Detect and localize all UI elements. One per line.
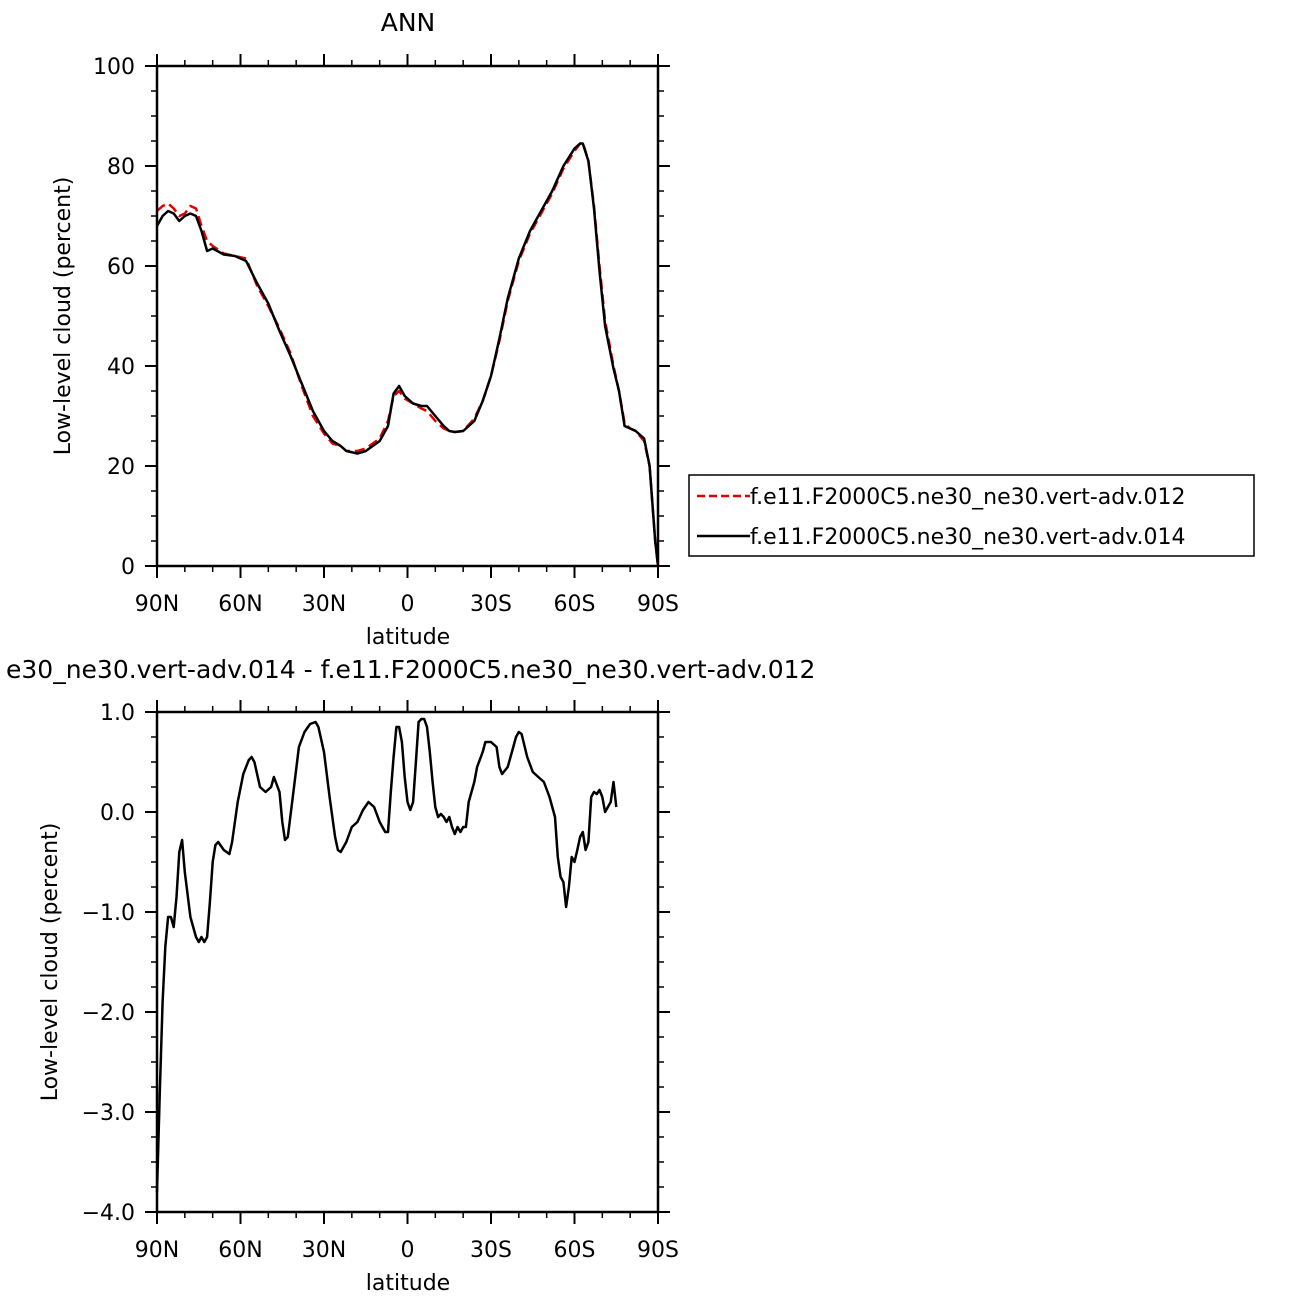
x-tick-label: 30S [470, 1238, 512, 1263]
series-line-0-1 [155, 142, 660, 567]
legend-label-012: f.e11.F2000C5.ne30_ne30.vert-adv.012 [750, 485, 1186, 510]
top-panel-ylabel: Low-level cloud (percent) [51, 177, 76, 456]
top-panel-title: ANN [381, 8, 436, 37]
y-tick-label: 40 [107, 355, 135, 380]
top-panel-xlabel: latitude [366, 625, 450, 650]
y-tick-label: 20 [107, 455, 135, 480]
bottom-panel-ylabel: Low-level cloud (percent) [38, 823, 63, 1102]
x-tick-label: 60S [554, 1238, 596, 1263]
y-tick-label: 0 [121, 555, 135, 580]
y-tick-label: −1.0 [82, 901, 135, 926]
x-tick-label: 90S [637, 592, 679, 617]
y-tick-label: 0.0 [100, 801, 135, 826]
legend-label-014: f.e11.F2000C5.ne30_ne30.vert-adv.014 [750, 525, 1186, 550]
y-tick-label: 80 [107, 155, 135, 180]
x-tick-label: 0 [401, 1238, 415, 1263]
series-line-0-0 [156, 141, 660, 567]
x-tick-label: 60S [554, 592, 596, 617]
y-tick-label: 100 [93, 55, 135, 80]
x-tick-label: 30N [302, 1238, 346, 1263]
plot-frame [155, 710, 660, 1214]
x-tick-label: 90N [135, 592, 179, 617]
legend-box [688, 474, 1255, 557]
bottom-panel-xlabel: latitude [366, 1271, 450, 1296]
y-tick-label: 60 [107, 255, 135, 280]
x-tick-label: 90N [135, 1238, 179, 1263]
plot-frame [155, 64, 660, 568]
y-tick-label: −2.0 [82, 1001, 135, 1026]
bottom-panel-title: e30_ne30.vert-adv.014 - f.e11.F2000C5.ne… [6, 655, 815, 684]
x-tick-label: 60N [218, 592, 262, 617]
series-line-1-0 [155, 717, 618, 1193]
top-panel: ANN 0 20 40 60 80 100 90N 60N 30N 0 30S 60S 90S lati… [51, 8, 679, 650]
bottom-panel: e30_ne30.vert-adv.014 - f.e11.F2000C5.ne… [6, 655, 815, 1296]
bottom-panel-marks: −4.0 −3.0 −2.0 −1.0 0.0 1.0 90N 60N 30N 0 30S 60S 90… [82, 700, 679, 1263]
x-tick-label: 60N [218, 1238, 262, 1263]
legend: f.e11.F2000C5.ne30_ne30.vert-adv.012 f.e… [688, 474, 1255, 557]
y-tick-label: 1.0 [100, 701, 135, 726]
y-tick-label: −4.0 [82, 1201, 135, 1226]
x-tick-label: 0 [401, 592, 415, 617]
x-tick-label: 30N [302, 592, 346, 617]
y-tick-label: −3.0 [82, 1101, 135, 1126]
top-panel-marks: 0 20 40 60 80 100 90N 60N 30N 0 30S 60S 90S [93, 54, 679, 617]
x-tick-label: 30S [470, 592, 512, 617]
x-tick-label: 90S [637, 1238, 679, 1263]
